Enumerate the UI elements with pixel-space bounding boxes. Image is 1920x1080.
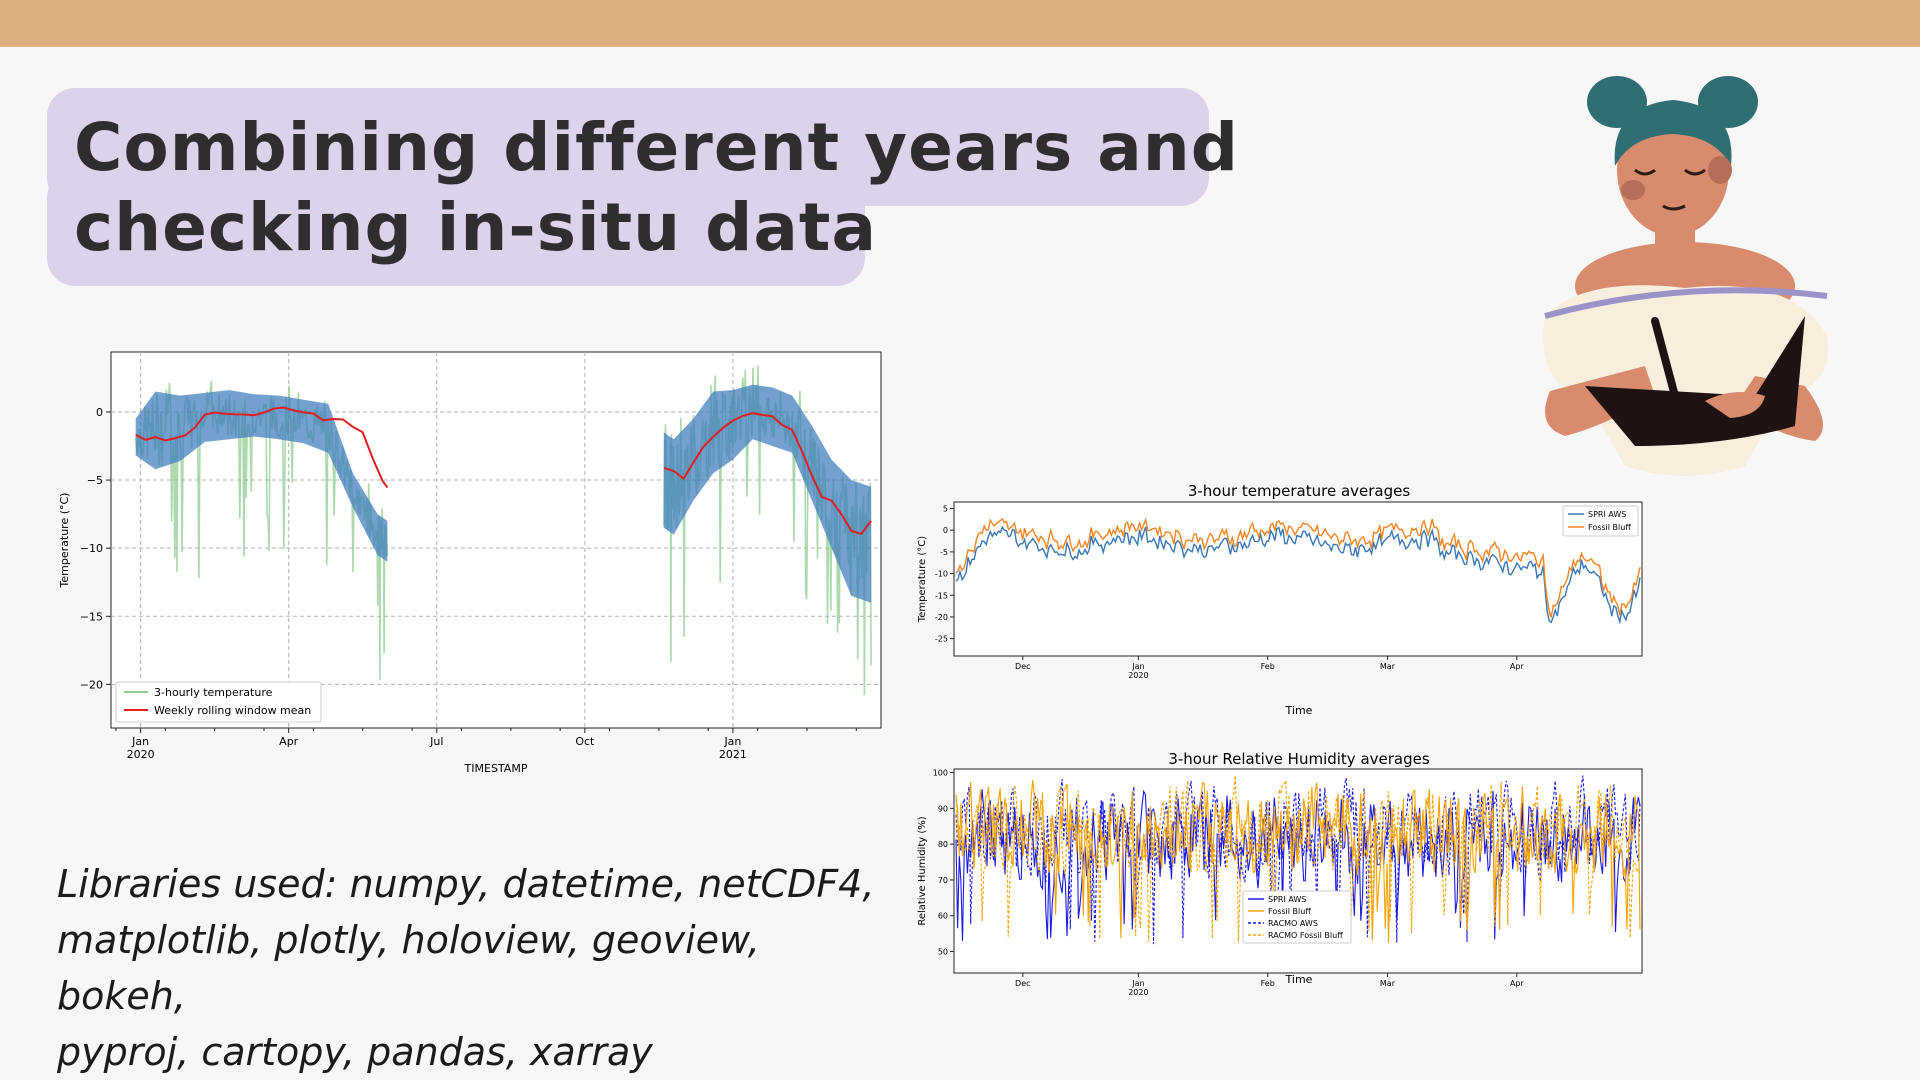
x-tick-label: Mar [1380,979,1396,988]
racmo-aws-line [955,775,1641,945]
y-tick-label: 80 [938,840,948,849]
fossil-bluff-line [955,516,1641,618]
y-tick-label: 90 [938,804,948,813]
x-tick-label: Mar [1380,662,1396,671]
plot-area [953,501,1643,657]
y-tick-label: 100 [933,769,948,778]
x-axis-label: Time [1285,704,1313,717]
y-tick-label: 5 [943,505,948,514]
legend-label-fossil: Fossil Bluff [1588,523,1631,532]
title-highlight-lower [47,170,865,286]
libraries-line-1: Libraries used: numpy, datetime, netCDF4… [57,862,875,906]
x-tick-label: Jan [131,735,149,748]
plot-marks [134,365,872,696]
libraries-line-3: pyproj, cartopy, pandas, xarray [57,1030,653,1074]
chart-title: 3-hour Relative Humidity averages [1168,750,1430,768]
y-axis-label: Temperature (°C) [917,536,928,623]
y-tick-label: -5 [940,548,948,557]
x-tick-label: Feb [1261,662,1275,671]
y-tick-label: −10 [80,542,103,555]
x-tick-label: Apr [279,735,299,748]
y-tick-label: −15 [80,610,103,623]
title-line-1: Combining different years and [74,109,1240,186]
blouse-stripe-icon [1544,287,1828,319]
y-tick-label: −20 [80,678,103,691]
spri-aws-line [955,525,1641,625]
x-tick-sublabel: 2020 [1128,671,1148,680]
y-tick-label: 60 [938,912,948,921]
hair-icon [1614,100,1732,166]
legend-label-fossil: Fossil Bluff [1268,907,1311,916]
smile-icon [1662,204,1686,211]
legend-box [1242,890,1352,944]
x-axis-label: TIMESTAMP [464,762,528,775]
x-tick-label: Jan [1131,979,1144,988]
y-tick-label: 70 [938,876,948,885]
cheek-right-icon [1708,156,1732,184]
y-tick-label: -15 [935,591,948,600]
y-tick-label: -20 [935,613,948,622]
title-line-2: checking in-situ data [74,189,878,266]
std-band [663,384,872,603]
libraries-used: Libraries used: numpy, datetime, netCDF4… [57,856,897,1080]
rolling-mean-line [663,412,872,536]
x-tick-label: Dec [1015,662,1030,671]
woman-writing-illustration [1543,76,1829,476]
rolling-mean-line [135,406,389,489]
y-tick-label: 0 [96,406,103,419]
x-axis-label: Time [1285,973,1313,986]
y-tick-label: −5 [87,474,103,487]
racmo-fossil-bluff-line [955,775,1641,942]
closed-eye-left-icon [1634,168,1656,176]
legend: SPRI AWS Fossil Bluff RACMO AWS RACMO Fo… [1242,890,1352,944]
x-tick-label: Oct [575,735,595,748]
legend-label-racmo-fossil: RACMO Fossil Bluff [1268,931,1343,940]
legend: 3-hourly temperature Weekly rolling wind… [115,681,322,723]
x-tick-label: Apr [1510,662,1525,671]
y-tick-label: 0 [943,526,948,535]
y-tick-label: -10 [935,570,948,579]
top-accent-bar [0,0,1920,47]
x-tick-label: Dec [1015,979,1030,988]
x-tick-label: Jul [429,735,443,748]
legend-label-spri: SPRI AWS [1588,510,1626,519]
x-tick-label: Jan [723,735,741,748]
x-tick-label: Feb [1261,979,1275,988]
legend-label-rolling-mean: Weekly rolling window mean [154,704,311,717]
legend-box [115,681,322,723]
humidity-averages-chart: 3-hour Relative Humidity averages 100 90 8… [917,750,1643,997]
y-axis-label: Temperature (°C) [58,493,71,589]
pen-icon [1651,317,1679,400]
x-tick-sublabel: 2020 [127,748,155,761]
legend-label-3hourly: 3-hourly temperature [154,686,273,699]
x-tick-sublabel: 2021 [719,748,747,761]
libraries-line-2: matplotlib, plotly, holoview, geoview, b… [57,918,760,1018]
x-tick-label: Apr [1510,979,1525,988]
temperature-averages-chart: 3-hour temperature averages 5 0 -5 -10 -15 -2… [917,482,1643,717]
closed-eye-right-icon [1684,168,1706,176]
y-axis-label: Relative Humidity (%) [917,816,928,925]
plot-marks [955,516,1641,625]
y-tick-label: 50 [938,948,948,957]
slide-title: Combining different years and checking i… [74,108,1239,268]
fossil-bluff-line [955,780,1641,944]
plot-marks [955,775,1641,945]
legend-label-spri: SPRI AWS [1268,895,1306,904]
x-tick-sublabel: 2020 [1128,988,1148,997]
y-tick-label: -25 [935,635,948,644]
legend-label-racmo-aws: RACMO AWS [1268,919,1318,928]
cheek-left-icon [1621,180,1645,200]
hand-icon [1705,392,1765,418]
x-tick-label: Jan [1131,662,1144,671]
legend: SPRI AWS Fossil Bluff [1562,505,1639,537]
chart-title: 3-hour temperature averages [1188,482,1411,500]
std-band [135,390,388,562]
